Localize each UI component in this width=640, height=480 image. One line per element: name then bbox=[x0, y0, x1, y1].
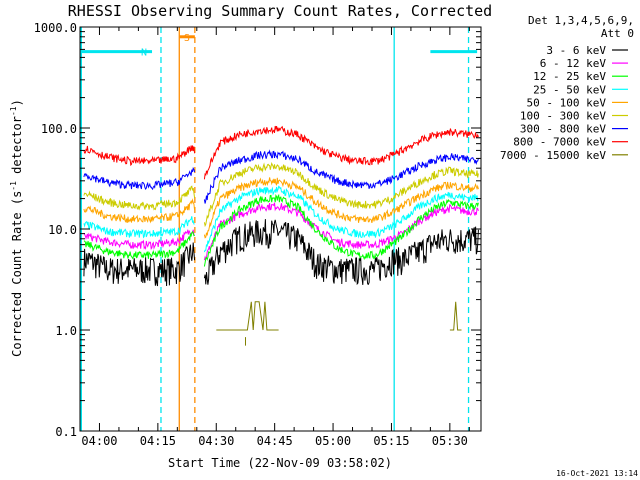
y-axis-label: Corrected Count Rate (s-1 detector-1) bbox=[9, 99, 24, 357]
legend-label-3: 25 - 50 keV bbox=[533, 83, 606, 96]
legend-label-0: 3 - 6 keV bbox=[546, 44, 606, 57]
x-tick-label-2: 04:30 bbox=[198, 434, 234, 448]
series-7000-15000-kev-seg-2 bbox=[449, 301, 462, 331]
legend-label-7: 800 - 7000 keV bbox=[513, 136, 606, 149]
svg-text:Corrected Count Rate (s-1 dete: Corrected Count Rate (s-1 detector-1) bbox=[9, 99, 24, 357]
plot-frame bbox=[79, 26, 482, 432]
legend-label-8: 7000 - 15000 keV bbox=[500, 149, 606, 162]
series-50-100-kev-line bbox=[83, 177, 479, 239]
series-100-300-kev-line bbox=[83, 162, 479, 228]
series-7000-15000-kev-seg-0 bbox=[216, 301, 279, 331]
y-tick-label-0: 0.1 bbox=[55, 425, 77, 439]
series-25-50-kev-line bbox=[83, 185, 479, 253]
series-6-12-kev-line bbox=[83, 202, 479, 261]
x-tick-label-0: 04:00 bbox=[81, 434, 117, 448]
series-3-6-kev-line bbox=[83, 219, 479, 287]
y-tick-label-2: 10.0 bbox=[48, 223, 77, 237]
legend-label-5: 100 - 300 keV bbox=[520, 110, 606, 123]
x-tick-label-1: 04:15 bbox=[140, 434, 176, 448]
chart-title: RHESSI Observing Summary Count Rates, Co… bbox=[68, 2, 492, 20]
flag-bar-label-0: N bbox=[141, 48, 147, 59]
series-12-25-kev-line bbox=[83, 193, 479, 267]
y-tick-label-3: 100.0 bbox=[41, 122, 77, 136]
y-tick-label-4: 1000.0 bbox=[34, 21, 77, 35]
legend-header-line-2: Att 0 bbox=[601, 27, 634, 40]
y-tick-label-1: 1.0 bbox=[55, 324, 77, 338]
legend-header-line-1: Det 1,3,4,5,6,9, bbox=[528, 14, 634, 27]
x-tick-label-4: 05:00 bbox=[315, 434, 351, 448]
timestamp: 16-Oct-2021 13:14 bbox=[556, 469, 638, 478]
x-tick-label-3: 04:45 bbox=[257, 434, 293, 448]
legend-label-6: 300 - 800 keV bbox=[520, 123, 606, 136]
legend-label-4: 50 - 100 keV bbox=[527, 96, 607, 109]
series-300-800-kev-line bbox=[83, 149, 479, 204]
series-800-7000-kev-line bbox=[83, 125, 479, 180]
x-axis-label: Start Time (22-Nov-09 03:58:02) bbox=[168, 456, 392, 470]
x-tick-label-5: 05:15 bbox=[373, 434, 409, 448]
x-tick-label-6: 05:30 bbox=[432, 434, 468, 448]
flag-bar-label-2: S bbox=[184, 33, 190, 44]
legend-label-2: 12 - 25 keV bbox=[533, 70, 606, 83]
legend-label-1: 6 - 12 keV bbox=[540, 57, 607, 70]
